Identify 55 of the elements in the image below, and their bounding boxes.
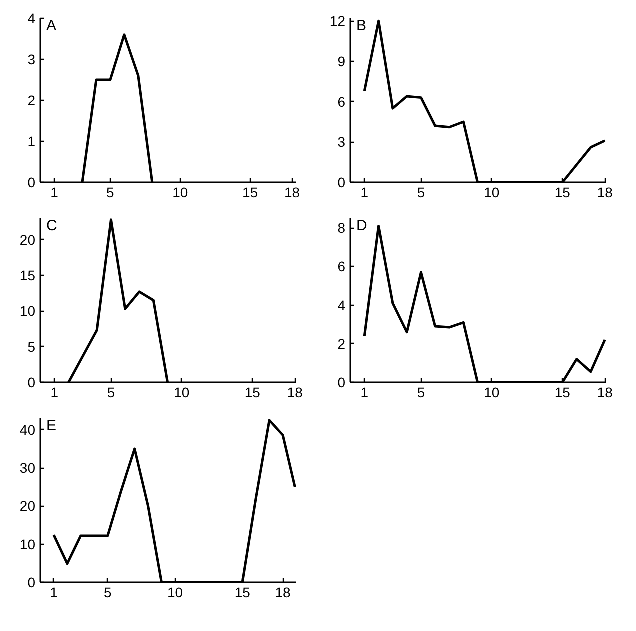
x-tick-label: 18 [275,584,292,600]
x-tick-label: 1 [360,384,369,400]
y-tick-label: 40 [20,422,36,438]
chart-title: D [356,218,368,234]
x-tick-label: 1 [50,384,59,400]
y-tick-label: 6 [338,258,346,275]
y-tick-label: 3 [338,134,346,150]
x-tick-label: 1 [50,184,59,200]
y-tick-label: 20 [20,232,36,248]
x-tick-label: 18 [287,384,304,400]
x-tick-label: 1 [360,184,369,200]
chart-title: C [46,218,58,234]
x-tick-label: 10 [484,384,500,400]
chart-title: A [46,18,57,34]
x-tick-label: 10 [484,184,500,200]
chart-title: B [356,18,367,34]
x-tick-label: 1 [50,584,58,600]
y-tick-label: 9 [338,54,346,70]
x-tick-label: 10 [167,584,184,600]
x-tick-label: 15 [554,384,571,400]
chart-title: E [46,418,57,434]
x-tick-label: 5 [106,184,115,200]
y-tick-label: 6 [338,94,346,110]
x-tick-label: 18 [284,184,300,200]
y-tick-label: 3 [28,52,36,68]
y-tick-label: 0 [28,174,36,190]
y-tick-label: 5 [28,338,36,355]
y-tick-label: 1 [28,134,36,150]
y-tick-label: 12 [330,13,346,30]
x-tick-label: 15 [554,184,571,200]
y-tick-label: 2 [338,336,346,352]
y-tick-label: 0 [28,374,36,390]
x-tick-label: 18 [597,184,614,200]
y-tick-label: 0 [338,174,346,190]
y-tick-label: 8 [338,220,346,236]
y-tick-label: 30 [20,460,36,476]
x-tick-label: 5 [104,584,112,600]
x-tick-label: 5 [107,384,116,400]
x-tick-label: 5 [417,384,426,400]
x-tick-label: 10 [174,384,190,400]
x-tick-label: 10 [172,184,188,200]
y-tick-label: 10 [20,303,36,320]
x-tick-label: 15 [244,384,261,400]
y-tick-label: 0 [28,574,36,590]
y-tick-label: 15 [20,268,36,284]
y-tick-label: 2 [28,92,36,108]
x-tick-label: 15 [242,184,258,200]
x-tick-label: 18 [597,384,614,400]
y-tick-label: 0 [338,374,346,390]
y-tick-label: 4 [28,10,36,26]
y-tick-label: 20 [20,498,36,514]
y-tick-label: 4 [338,297,346,314]
x-tick-label: 15 [234,584,251,600]
x-tick-label: 5 [417,184,426,200]
y-tick-label: 10 [20,536,36,552]
